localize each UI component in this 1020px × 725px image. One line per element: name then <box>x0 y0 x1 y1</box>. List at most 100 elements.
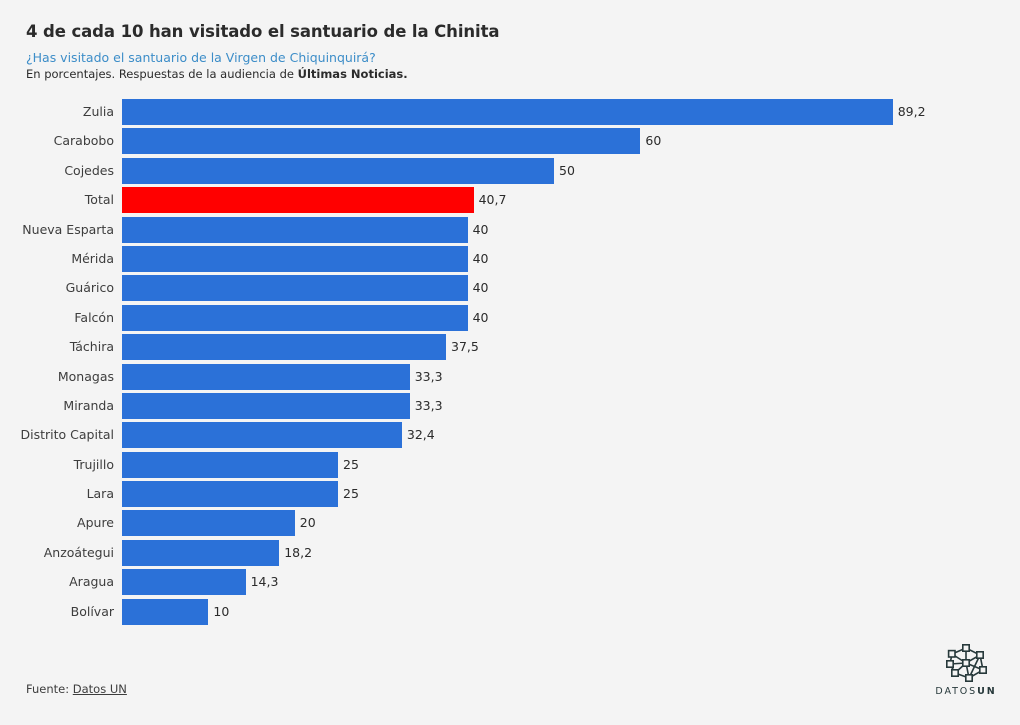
bar-value-label: 33,3 <box>414 397 443 413</box>
source-note: Fuente: Datos UN <box>26 682 127 696</box>
bar-row: Lara 25 <box>0 481 1020 510</box>
bar-row: Trujillo 25 <box>0 451 1020 481</box>
bar-row: Carabobo 60 <box>0 128 1020 157</box>
bar[interactable] <box>122 157 554 184</box>
bar[interactable] <box>122 598 209 625</box>
bar[interactable] <box>122 99 893 125</box>
bar-value-label: 40 <box>472 309 489 325</box>
bar-track <box>122 128 641 155</box>
bar-value-label: 37,5 <box>451 339 479 355</box>
bar[interactable] <box>122 128 641 155</box>
bar-category-label: Nueva Esparta <box>22 221 114 237</box>
bar-category-label: Total <box>84 192 114 208</box>
chart-description-source-name: Últimas Noticias. <box>297 67 408 82</box>
bar-chart-plot-area: Zulia 89,2 Carabobo 60 Cojedes 50 Total 40,7 Nue… <box>0 99 1020 631</box>
bar-row: Táchira 37,5 <box>0 334 1020 363</box>
bar[interactable] <box>122 245 468 272</box>
page-title: 4 de cada 10 han visitado el santuario d… <box>26 22 500 41</box>
bar-track <box>122 304 468 331</box>
bar-value-label: 18,2 <box>284 544 313 560</box>
bar-track <box>122 569 246 596</box>
bar-track <box>122 422 402 449</box>
chart-header: 4 de cada 10 han visitado el santuario d… <box>26 22 986 82</box>
bar-category-label: Apure <box>77 515 114 531</box>
bar-row: Zulia 89,2 <box>0 99 1020 128</box>
bar-row: Distrito Capital 32,4 <box>0 422 1020 451</box>
bar-row: Guárico 40 <box>0 275 1020 304</box>
bar-track <box>122 245 468 272</box>
bar-category-label: Cojedes <box>64 162 114 178</box>
bar-category-label: Mérida <box>71 250 114 266</box>
bar-category-label: Aragua <box>69 574 114 590</box>
bar-track <box>122 275 468 302</box>
bar-row: Monagas 33,3 <box>0 363 1020 393</box>
chart-description: En porcentajes. Respuestas de la audienc… <box>26 67 986 82</box>
bar-track <box>122 598 209 625</box>
bar-track <box>122 481 338 508</box>
bar-row: Falcón 40 <box>0 304 1020 334</box>
bar-value-label: 60 <box>645 133 662 149</box>
bar-value-label: 40 <box>472 221 489 237</box>
bar-value-label: 50 <box>559 162 575 178</box>
source-label: Fuente: <box>26 682 73 696</box>
bar-category-label: Táchira <box>69 339 114 355</box>
bar[interactable] <box>122 510 295 537</box>
bar-row: Total 40,7 <box>0 187 1020 216</box>
logo-wordmark-bold: UN <box>977 686 997 697</box>
bar-category-label: Bolívar <box>70 603 114 619</box>
bar-row: Aragua 14,3 <box>0 569 1020 598</box>
bar[interactable] <box>122 569 246 596</box>
bar[interactable] <box>122 539 280 566</box>
bar-value-label: 32,4 <box>406 427 435 443</box>
chart-description-prefix: En porcentajes. Respuestas de la audienc… <box>26 67 298 82</box>
bar-value-label: 14,3 <box>250 574 279 590</box>
bar-track <box>122 216 468 243</box>
bar-category-label: Carabobo <box>53 133 114 149</box>
bar-value-label: 40,7 <box>478 192 507 208</box>
source-link[interactable]: Datos UN <box>72 682 127 696</box>
bar[interactable] <box>122 275 468 302</box>
bar-category-label: Lara <box>86 486 114 502</box>
bar-total-highlight[interactable] <box>122 187 474 214</box>
bar-category-label: Distrito Capital <box>20 427 114 443</box>
bar-row: Nueva Esparta 40 <box>0 216 1020 246</box>
bar-row: Bolívar 10 <box>0 598 1020 628</box>
bar-track <box>122 451 338 478</box>
bar-track <box>122 363 410 390</box>
bar-row: Cojedes 50 <box>0 157 1020 187</box>
bar[interactable] <box>122 481 338 508</box>
bar[interactable] <box>122 392 410 419</box>
bar-category-label: Monagas <box>57 368 114 384</box>
bar-row: Mérida 40 <box>0 245 1020 275</box>
bar-track <box>122 334 446 361</box>
bar-category-label: Anzoátegui <box>43 544 114 560</box>
network-nodes-icon <box>946 643 987 682</box>
bar[interactable] <box>122 304 468 331</box>
bar-track <box>122 392 410 419</box>
bar[interactable] <box>122 363 410 390</box>
datos-un-logo: DATOSUN <box>930 642 1002 702</box>
bar[interactable] <box>122 451 338 478</box>
logo-wordmark: DATOSUN <box>930 686 1002 697</box>
bar-row: Apure 20 <box>0 510 1020 539</box>
bar-track <box>122 539 280 566</box>
logo-wordmark-regular: DATOS <box>935 686 978 697</box>
bar[interactable] <box>122 216 468 243</box>
bar-track <box>122 510 295 537</box>
bar-value-label: 25 <box>343 456 359 472</box>
bar-value-label: 25 <box>343 486 359 502</box>
bar-value-label: 33,3 <box>414 368 443 384</box>
bar-row: Anzoátegui 18,2 <box>0 539 1020 569</box>
bar-category-label: Falcón <box>74 309 114 325</box>
bar[interactable] <box>122 422 402 449</box>
bar-track <box>122 99 893 125</box>
bar-category-label: Zulia <box>82 104 114 119</box>
bar-value-label: 40 <box>472 250 489 266</box>
bar-row: Miranda 33,3 <box>0 392 1020 422</box>
bar-value-label: 40 <box>472 280 489 296</box>
bar[interactable] <box>122 334 446 361</box>
bar-value-label: 20 <box>299 515 316 531</box>
bar-category-label: Miranda <box>63 397 114 413</box>
bar-track <box>122 157 554 184</box>
bar-category-label: Trujillo <box>73 456 114 472</box>
